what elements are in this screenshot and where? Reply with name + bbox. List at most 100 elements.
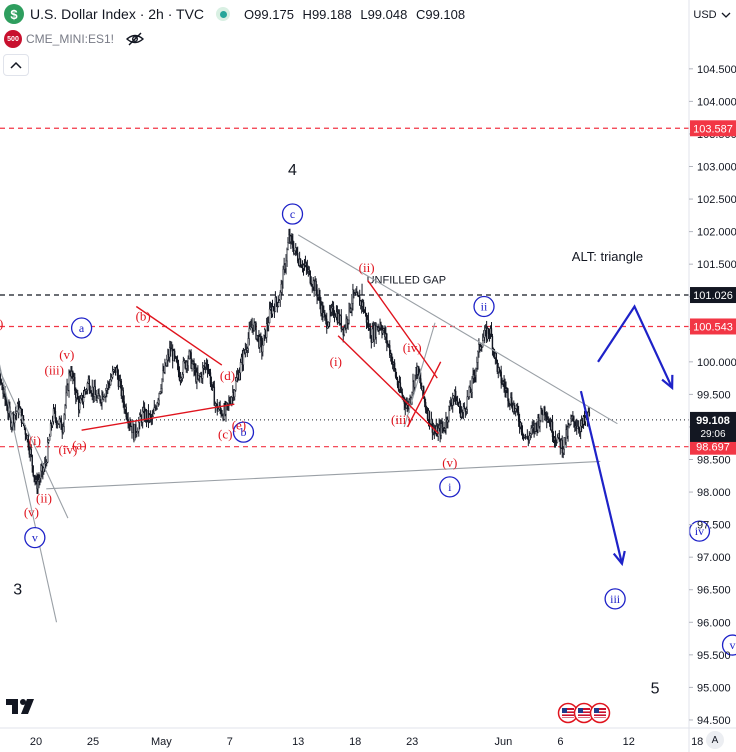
wave-label-14: (e)	[232, 417, 246, 432]
wave-label-20: (iii)	[391, 412, 411, 427]
candle-body-524	[491, 336, 494, 351]
candle-body-181	[159, 391, 161, 394]
candle-body-459	[428, 410, 431, 425]
candle-body-196	[173, 350, 176, 357]
candle-body-536	[503, 381, 505, 387]
candle-body-158	[137, 431, 139, 434]
candle-body-317	[291, 235, 293, 241]
candle-body-73	[54, 410, 57, 419]
candle-body-456	[425, 409, 428, 413]
candle-body-593	[558, 433, 561, 439]
tradingview-logo-icon[interactable]	[6, 697, 40, 715]
candle-body-332	[305, 263, 308, 268]
wave-label-16: (a)	[72, 438, 86, 453]
candle-body-61	[43, 467, 45, 472]
candle-body-204	[181, 374, 184, 379]
candle-body-49	[31, 454, 33, 466]
candle-body-509	[477, 351, 479, 363]
collapse-legend-button[interactable]	[3, 54, 29, 76]
candle-body-285	[260, 336, 262, 341]
candle-body-346	[319, 295, 321, 304]
candle-body-108	[88, 379, 91, 391]
candle-body-157	[136, 432, 138, 435]
candle-body-198	[175, 357, 178, 362]
wave-label-10: iv	[695, 524, 704, 538]
candle-body-320	[294, 250, 296, 254]
last-price-tag: 99.108	[696, 415, 730, 427]
gap-label: UNFILLED GAP	[367, 275, 446, 287]
wave-label-25: (i)	[29, 433, 41, 448]
candle-body-146	[125, 406, 127, 418]
candle-body-591	[556, 437, 559, 444]
candle-body-423	[393, 362, 396, 370]
market-open-icon	[216, 7, 231, 21]
candle-body-179	[157, 399, 159, 404]
candle-body-106	[86, 383, 89, 391]
y-tick-label-18: 95.500	[697, 650, 731, 662]
candle-body-415	[386, 333, 388, 344]
level-tag-bg-3	[690, 438, 736, 455]
candle-body-481	[450, 402, 452, 405]
candle-body-515	[483, 337, 485, 342]
candle-body-391	[362, 302, 365, 312]
candle-body-531	[498, 367, 500, 371]
y-tick-label-6: 101.500	[697, 259, 736, 271]
x-tick-label-4: 13	[292, 736, 304, 748]
candle-body-507	[475, 368, 477, 376]
auto-scale-button[interactable]: A	[706, 731, 724, 749]
candle-body-287	[262, 345, 264, 353]
wave-label-8: ii	[481, 299, 488, 313]
candle-body-450	[420, 378, 422, 386]
candle-body-379	[351, 303, 353, 309]
candle-body-288	[263, 334, 265, 346]
candle-body-116	[96, 397, 98, 401]
candle-body-497	[465, 409, 467, 412]
hidden-eye-icon[interactable]	[126, 32, 145, 46]
y-tick-label-17: 96.000	[697, 617, 731, 629]
candle-body-523	[490, 328, 493, 337]
currency-selector[interactable]: USD	[690, 4, 734, 26]
chart-header: $ U.S. Dollar Index · 2h · TVC O99.175 H…	[0, 0, 690, 28]
candle-body-98	[78, 402, 81, 411]
chevron-down-icon	[721, 12, 731, 18]
indicator-badge: 500	[4, 30, 22, 48]
candle-body-495	[463, 406, 466, 409]
wave-circle-8	[473, 295, 495, 318]
candle-body-109	[89, 390, 92, 393]
dollar-icon: $	[4, 4, 24, 24]
candle-body-563	[529, 433, 531, 436]
candle-body-516	[484, 330, 486, 338]
economic-events-flags-icon[interactable]	[556, 702, 616, 724]
candle-body-551	[517, 412, 520, 422]
indicator-label[interactable]: CME_MINI:ES1!	[26, 32, 115, 46]
candle-body-18	[1, 382, 3, 391]
candle-body-126	[106, 388, 108, 391]
candle-body-244	[220, 409, 222, 415]
candle-body-233	[209, 372, 212, 385]
candle-body-375	[347, 319, 349, 324]
candle-body-520	[487, 328, 490, 334]
candle-body-608	[573, 416, 575, 422]
candle-body-205	[182, 360, 185, 375]
candle-body-280	[255, 322, 257, 339]
candle-body-31	[14, 414, 16, 424]
symbol-title[interactable]: U.S. Dollar Index · 2h · TVC	[30, 6, 205, 22]
candle-body-322	[296, 247, 298, 254]
candle-body-579	[545, 413, 547, 417]
wave-circle-11	[721, 634, 736, 656]
candle-body-56	[38, 479, 40, 482]
candle-body-371	[343, 327, 345, 335]
wave-label-18: (i)	[330, 354, 342, 369]
open-value: 99.175	[254, 6, 294, 22]
candle-body-575	[541, 408, 543, 414]
wave-label-15: (c)	[218, 426, 232, 441]
open-label: O	[244, 6, 255, 22]
candle-body-258	[234, 390, 236, 397]
candle-body-326	[299, 259, 302, 267]
candle-body-597	[562, 448, 564, 454]
wave-circle-3	[281, 203, 304, 225]
candle-body-354	[327, 326, 329, 329]
candle-body-50	[32, 465, 34, 476]
candle-body-441	[411, 392, 413, 398]
